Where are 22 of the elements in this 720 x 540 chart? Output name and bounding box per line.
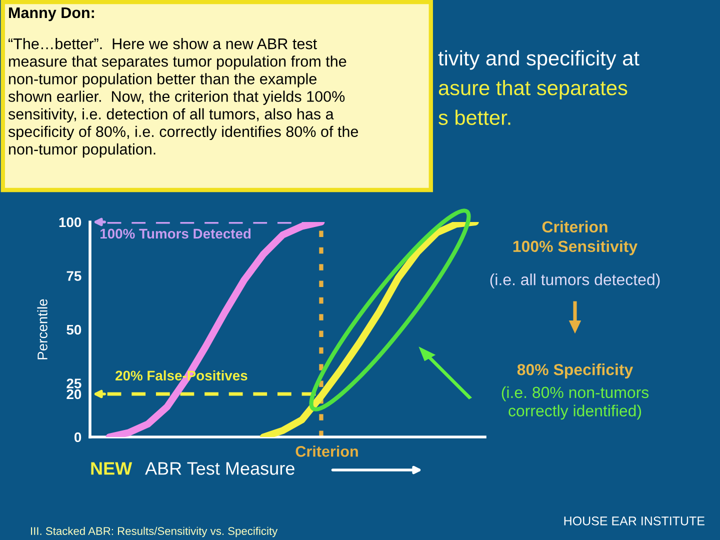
text: 80% Specificity	[517, 364, 634, 378]
text: Criterion	[296, 446, 358, 457]
y-tick-label: 0	[74, 432, 82, 442]
text: tivity and specificity at	[438, 50, 640, 70]
text: “The…better”. Here we show a new ABR test measure that separates tumor population from the non-tumor population better than the example shown earlier. Now, the criterion that yields 100% sensitivity, i.e. detection of all tumors, also has a specificity of 80%, i.e. correctly identifies 80% of the non-tumor population.	[8, 38, 358, 158]
text: (i.e. all tumors detected)	[490, 274, 660, 288]
text: HOUSE EAR INSTITUTE	[564, 516, 704, 526]
y-tick-label: 25	[66, 378, 82, 388]
y-tick-label: 100	[59, 217, 82, 228]
text: Criterion 100% Sensitivity	[513, 220, 638, 256]
y-axis-title: Percentile	[37, 299, 48, 360]
y-tick-label: 75	[66, 271, 82, 281]
text: (i.e. 80% non-tumors correctly identified)	[502, 386, 649, 420]
text: NEW	[91, 462, 132, 475]
text: III. Stacked ABR: Results/Sensitivity vs. Specificity	[31, 526, 278, 538]
x-axis-title: ABR Test Measure	[145, 462, 294, 475]
y-tick-label: 20	[66, 389, 82, 400]
ref-line-label: 100% Tumors Detected	[100, 228, 251, 239]
y-tick-label: 50	[66, 324, 82, 335]
text: s better.	[438, 110, 510, 125]
text: asure that separates	[438, 80, 628, 100]
text: Manny Don:	[9, 7, 94, 22]
